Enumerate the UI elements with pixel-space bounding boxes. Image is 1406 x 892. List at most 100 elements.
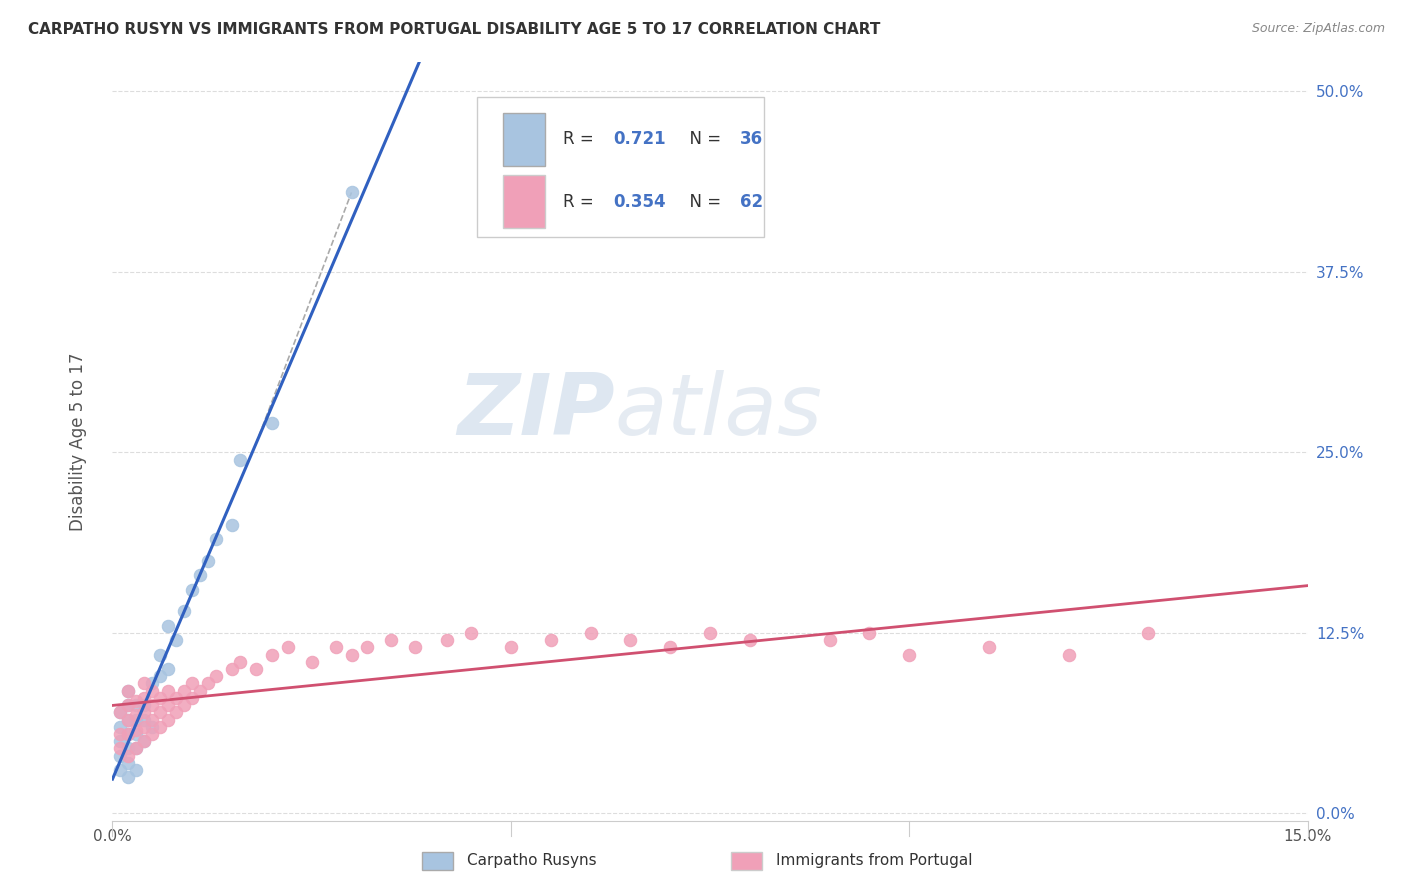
Point xyxy=(380,633,402,648)
Point xyxy=(134,734,156,748)
Point xyxy=(141,720,163,734)
Point xyxy=(125,694,148,708)
Text: 0.354: 0.354 xyxy=(613,193,666,211)
Point xyxy=(157,662,180,676)
Point xyxy=(340,648,363,662)
Point xyxy=(125,698,148,712)
Point xyxy=(141,713,163,727)
Point xyxy=(117,683,139,698)
Point xyxy=(110,706,132,720)
Point xyxy=(134,676,156,690)
Point xyxy=(125,723,148,737)
Point xyxy=(181,582,204,597)
Point xyxy=(110,748,132,763)
Point xyxy=(173,698,195,712)
Point xyxy=(499,640,522,655)
Point xyxy=(110,734,132,748)
Point xyxy=(157,683,180,698)
Point xyxy=(125,708,148,723)
Point xyxy=(125,741,148,756)
Point xyxy=(134,706,156,720)
Point xyxy=(579,626,602,640)
Point xyxy=(260,648,283,662)
Point xyxy=(134,713,156,727)
Point xyxy=(181,676,204,690)
Point xyxy=(188,568,211,582)
Point xyxy=(165,706,187,720)
Point xyxy=(229,452,252,467)
Point xyxy=(356,640,378,655)
Point xyxy=(277,640,299,655)
Point xyxy=(165,633,187,648)
Point xyxy=(205,669,228,683)
Text: 0.721: 0.721 xyxy=(613,130,666,148)
FancyBboxPatch shape xyxy=(477,96,763,236)
Point xyxy=(125,763,148,777)
Point xyxy=(301,655,323,669)
Point xyxy=(197,676,219,690)
Point xyxy=(141,683,163,698)
Point xyxy=(117,770,139,784)
Point xyxy=(117,748,139,763)
FancyBboxPatch shape xyxy=(503,112,546,166)
Text: N =: N = xyxy=(679,193,727,211)
Point xyxy=(149,690,172,705)
Point xyxy=(181,690,204,705)
Point xyxy=(325,640,347,655)
Point xyxy=(460,626,482,640)
Point xyxy=(157,698,180,712)
Point xyxy=(134,720,156,734)
Point xyxy=(117,698,139,712)
Point xyxy=(141,698,163,712)
Point xyxy=(659,640,682,655)
Text: 62: 62 xyxy=(740,193,763,211)
Point xyxy=(1057,648,1080,662)
Point xyxy=(1137,626,1160,640)
Point xyxy=(898,648,921,662)
Point xyxy=(173,604,195,618)
Point xyxy=(173,683,195,698)
Point xyxy=(157,618,180,632)
Point xyxy=(125,713,148,727)
Point xyxy=(229,655,252,669)
Point xyxy=(110,706,132,720)
Point xyxy=(149,669,172,683)
Point xyxy=(117,683,139,698)
Point xyxy=(197,554,219,568)
Point xyxy=(117,727,139,741)
Point xyxy=(110,763,132,777)
Point xyxy=(858,626,880,640)
Text: atlas: atlas xyxy=(614,369,823,453)
Point xyxy=(134,690,156,705)
Point xyxy=(540,633,562,648)
Point xyxy=(340,186,363,200)
Text: R =: R = xyxy=(562,130,599,148)
Point xyxy=(117,713,139,727)
Point xyxy=(117,713,139,727)
Point xyxy=(436,633,458,648)
Point xyxy=(245,662,267,676)
Text: Source: ZipAtlas.com: Source: ZipAtlas.com xyxy=(1251,22,1385,36)
Text: N =: N = xyxy=(679,130,727,148)
Text: ZIP: ZIP xyxy=(457,369,614,453)
Point xyxy=(110,720,132,734)
Point xyxy=(157,713,180,727)
Point xyxy=(117,698,139,712)
Text: Carpatho Rusyns: Carpatho Rusyns xyxy=(467,854,596,868)
Point xyxy=(738,633,761,648)
Point xyxy=(818,633,841,648)
Text: CARPATHO RUSYN VS IMMIGRANTS FROM PORTUGAL DISABILITY AGE 5 TO 17 CORRELATION CH: CARPATHO RUSYN VS IMMIGRANTS FROM PORTUG… xyxy=(28,22,880,37)
Point xyxy=(205,532,228,546)
Point xyxy=(221,517,243,532)
Point xyxy=(977,640,1000,655)
Point xyxy=(141,676,163,690)
Point xyxy=(117,741,139,756)
Point xyxy=(110,741,132,756)
Point xyxy=(110,727,132,741)
Text: 36: 36 xyxy=(740,130,763,148)
Point xyxy=(221,662,243,676)
Point xyxy=(149,648,172,662)
Point xyxy=(165,690,187,705)
Point xyxy=(117,756,139,770)
Point xyxy=(619,633,641,648)
